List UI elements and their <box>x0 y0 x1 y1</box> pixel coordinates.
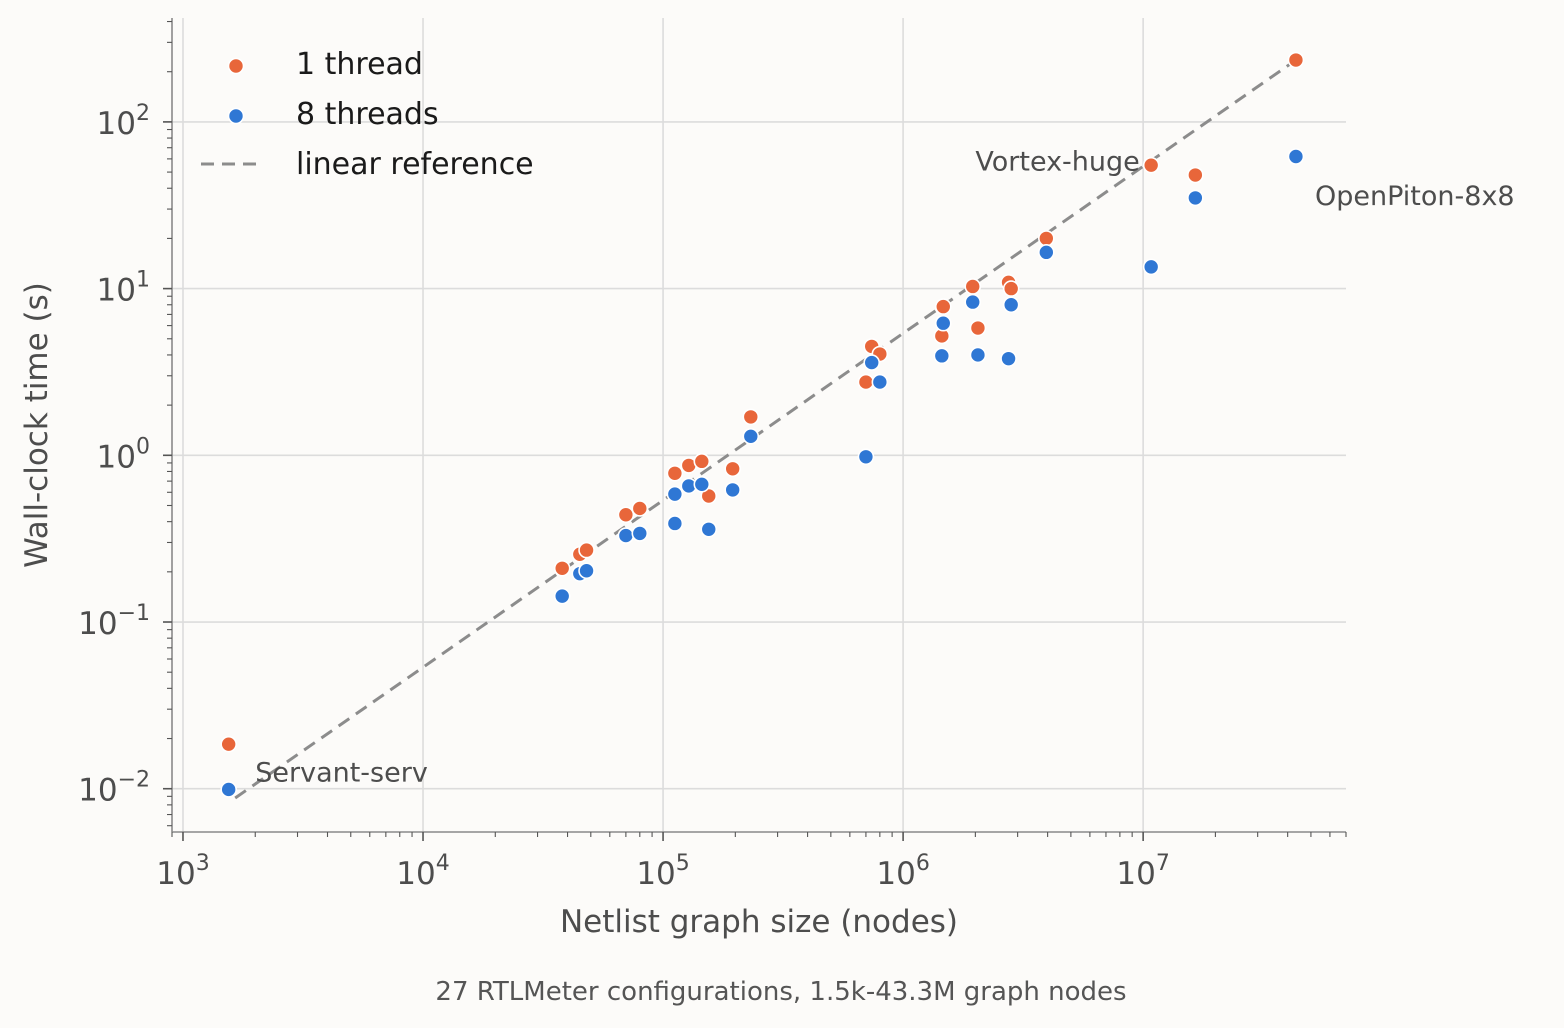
x-tick-label: 104 <box>396 851 449 892</box>
x-tick-label: 105 <box>636 851 689 892</box>
y-tick-label: 10−2 <box>78 768 150 809</box>
data-point <box>857 373 875 391</box>
data-point <box>1287 51 1305 69</box>
data-point <box>693 476 711 493</box>
data-point <box>742 408 760 426</box>
data-point <box>1187 166 1204 184</box>
data-point <box>964 278 982 295</box>
linear-reference-line <box>234 58 1297 800</box>
y-axis-title: Wall-clock time (s) <box>19 282 55 568</box>
data-point <box>863 354 881 371</box>
grid-lines <box>172 18 1346 832</box>
y-tick-label: 101 <box>97 268 150 309</box>
data-point <box>934 298 952 315</box>
data-point <box>578 562 595 580</box>
series-8-threads <box>220 148 1305 798</box>
point-annotations: Servant-serv Vortex-huge OpenPiton-8x8 <box>255 146 1514 788</box>
data-point <box>969 346 987 364</box>
point-annotation: Servant-serv <box>255 758 428 789</box>
linear-reference-layer <box>234 58 1297 800</box>
point-annotation: OpenPiton-8x8 <box>1315 181 1515 212</box>
data-point <box>617 506 635 524</box>
data-point <box>553 587 571 605</box>
legend-marker <box>227 57 245 75</box>
data-point <box>742 428 760 445</box>
data-point <box>700 520 718 538</box>
data-point <box>220 735 237 753</box>
point-annotation: Vortex-huge <box>975 146 1139 177</box>
y-tick-label: 100 <box>97 434 150 475</box>
data-point <box>724 481 741 499</box>
chart-caption: 27 RTLMeter configurations, 1.5k-43.3M g… <box>435 977 1126 1007</box>
data-point <box>969 319 987 337</box>
legend-marker <box>227 107 245 125</box>
data-point <box>220 781 237 798</box>
data-point <box>553 559 571 577</box>
data-point <box>578 541 595 559</box>
data-point <box>1038 230 1055 247</box>
data-point <box>964 293 982 311</box>
data-point <box>617 527 635 544</box>
y-tick-label: 102 <box>97 101 150 142</box>
y-tick-label: 10−1 <box>78 601 150 642</box>
data-point <box>693 453 711 470</box>
data-point <box>933 347 951 365</box>
legend-label: 1 thread <box>296 47 423 82</box>
data-point <box>1142 156 1160 174</box>
data-point <box>857 448 875 466</box>
series-1-thread <box>220 51 1305 753</box>
data-point <box>1187 189 1204 207</box>
data-point <box>1142 258 1160 276</box>
data-point <box>1002 280 1020 297</box>
data-point <box>1002 296 1020 314</box>
data-point <box>666 464 684 482</box>
x-axis-title: Netlist graph size (nodes) <box>560 904 958 940</box>
x-tick-label: 107 <box>1116 851 1169 892</box>
data-point <box>934 314 952 332</box>
x-tick-label: 106 <box>876 851 929 892</box>
data-point <box>1000 350 1017 367</box>
legend: 1 thread 8 threads linear reference <box>201 47 534 182</box>
data-point <box>631 525 649 542</box>
data-points-layer <box>220 51 1305 798</box>
x-tick-label: 103 <box>156 851 209 892</box>
data-point <box>1287 148 1305 165</box>
data-point <box>1038 244 1055 261</box>
data-point <box>666 485 684 503</box>
legend-label: linear reference <box>296 147 534 182</box>
data-point <box>631 500 649 517</box>
data-point <box>871 373 889 391</box>
axes: 103 104 105 106 107 10−2 10−1 100 101 102 <box>78 18 1347 892</box>
data-point <box>724 460 741 478</box>
legend-label: 8 threads <box>296 97 439 132</box>
data-point <box>666 515 684 532</box>
